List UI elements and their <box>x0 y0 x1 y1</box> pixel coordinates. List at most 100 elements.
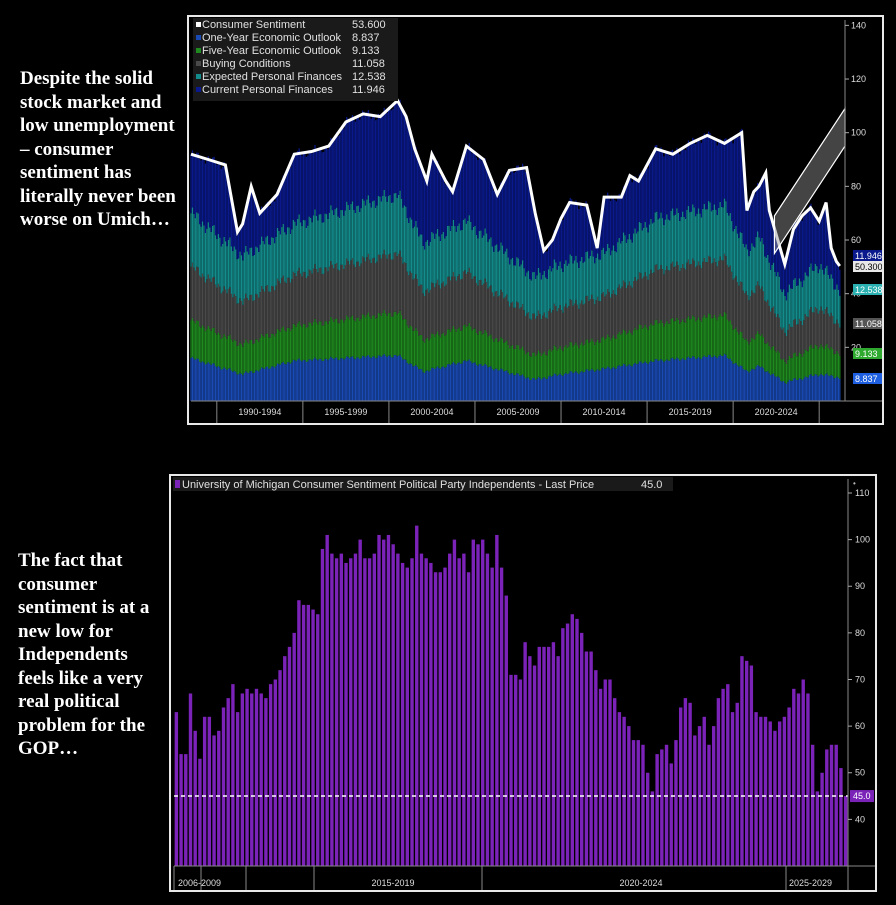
bar-one-year <box>682 358 684 401</box>
bar-current-finances <box>654 145 656 213</box>
bar-buying-conditions <box>680 268 682 322</box>
bar-one-year <box>451 363 453 401</box>
bar-one-year <box>415 364 417 401</box>
bar-expected-finances <box>709 202 711 257</box>
bar-one-year <box>428 371 430 401</box>
bar-one-year <box>543 377 545 401</box>
bar-one-year <box>745 369 747 401</box>
bar-one-year <box>573 372 576 401</box>
bar-five-year <box>767 342 769 372</box>
bar-buying-conditions <box>465 274 468 328</box>
bar-buying-conditions <box>212 277 214 328</box>
bar-buying-conditions <box>641 278 643 329</box>
bar-one-year <box>511 373 514 401</box>
bar-expected-finances <box>320 214 322 268</box>
bar-current-finances <box>732 143 734 232</box>
independents-bar <box>655 754 659 866</box>
bar-expected-finances <box>745 244 747 292</box>
bar-buying-conditions <box>664 270 666 324</box>
chart-title-text: University of Michigan Consumer Sentimen… <box>182 479 594 491</box>
bar-five-year <box>795 356 798 381</box>
bar-one-year <box>716 358 718 401</box>
bar-five-year <box>628 330 630 365</box>
bar-buying-conditions <box>547 311 550 351</box>
bar-current-finances <box>527 176 530 271</box>
bar-one-year <box>281 362 283 401</box>
bar-current-finances <box>582 207 584 263</box>
bar-one-year <box>524 378 527 401</box>
bar-five-year <box>817 349 819 377</box>
bar-five-year <box>533 352 535 379</box>
bar-expected-finances <box>233 246 235 294</box>
bar-current-finances <box>657 150 659 220</box>
bar-buying-conditions <box>788 324 790 357</box>
bar-one-year <box>814 374 816 401</box>
bar-one-year <box>210 364 212 401</box>
bar-expected-finances <box>393 193 395 253</box>
independents-bar <box>490 567 494 866</box>
independents-bar <box>358 539 362 866</box>
right-value-label: 11.946 <box>855 251 882 261</box>
bar-current-finances <box>321 152 323 223</box>
bar-five-year <box>803 353 805 379</box>
right-value-badge <box>853 250 882 261</box>
bar-expected-finances <box>553 259 555 304</box>
bar-current-finances <box>628 175 630 234</box>
bar-expected-finances <box>801 287 803 326</box>
bar-buying-conditions <box>624 282 626 331</box>
legend-swatch <box>196 61 201 66</box>
bar-buying-conditions <box>595 300 597 342</box>
bar-one-year <box>787 381 789 401</box>
bar-one-year <box>493 370 495 401</box>
bar-expected-finances <box>350 204 352 261</box>
bar-buying-conditions <box>550 312 553 352</box>
bar-buying-conditions <box>801 325 803 357</box>
bar-one-year <box>315 359 318 401</box>
bar-current-finances <box>775 235 778 277</box>
bar-one-year <box>625 366 628 401</box>
bar-expected-finances <box>708 201 710 256</box>
bar-expected-finances <box>340 210 342 265</box>
bar-one-year <box>498 370 501 401</box>
bar-current-finances <box>471 153 473 231</box>
bar-expected-finances <box>755 237 757 286</box>
bar-current-finances <box>609 200 612 256</box>
bar-current-finances <box>385 110 387 197</box>
bar-five-year <box>723 311 726 354</box>
independents-bar <box>466 572 471 866</box>
bar-five-year <box>390 316 393 358</box>
independents-bar <box>707 744 711 866</box>
bar-expected-finances <box>546 278 548 319</box>
bar-buying-conditions <box>311 273 313 326</box>
independents-bar <box>278 670 282 866</box>
bar-five-year <box>519 349 521 376</box>
bar-buying-conditions <box>637 279 639 330</box>
bar-one-year <box>223 367 225 401</box>
bar-expected-finances <box>480 230 482 280</box>
bar-buying-conditions <box>423 296 426 343</box>
bar-buying-conditions <box>323 273 325 326</box>
bar-current-finances <box>223 162 225 237</box>
bar-buying-conditions <box>726 264 728 320</box>
bar-current-finances <box>729 137 731 214</box>
independents-bar <box>429 562 433 866</box>
bar-one-year <box>829 376 831 401</box>
bar-current-finances <box>670 150 672 211</box>
bar-expected-finances <box>644 222 646 273</box>
bar-one-year <box>609 369 612 401</box>
bar-buying-conditions <box>382 254 384 313</box>
bar-current-finances <box>460 169 462 231</box>
bar-expected-finances <box>514 265 517 308</box>
bar-current-finances <box>836 261 838 285</box>
bar-current-finances <box>569 197 571 255</box>
bar-one-year <box>581 371 583 401</box>
bar-current-finances <box>630 178 632 240</box>
bar-expected-finances <box>575 255 577 300</box>
independents-bar <box>254 688 259 866</box>
bar-buying-conditions <box>759 288 762 336</box>
bar-one-year <box>217 366 220 401</box>
bar-one-year <box>689 358 691 401</box>
bar-one-year <box>790 380 792 401</box>
bar-buying-conditions <box>634 277 636 328</box>
bar-buying-conditions <box>377 254 380 314</box>
